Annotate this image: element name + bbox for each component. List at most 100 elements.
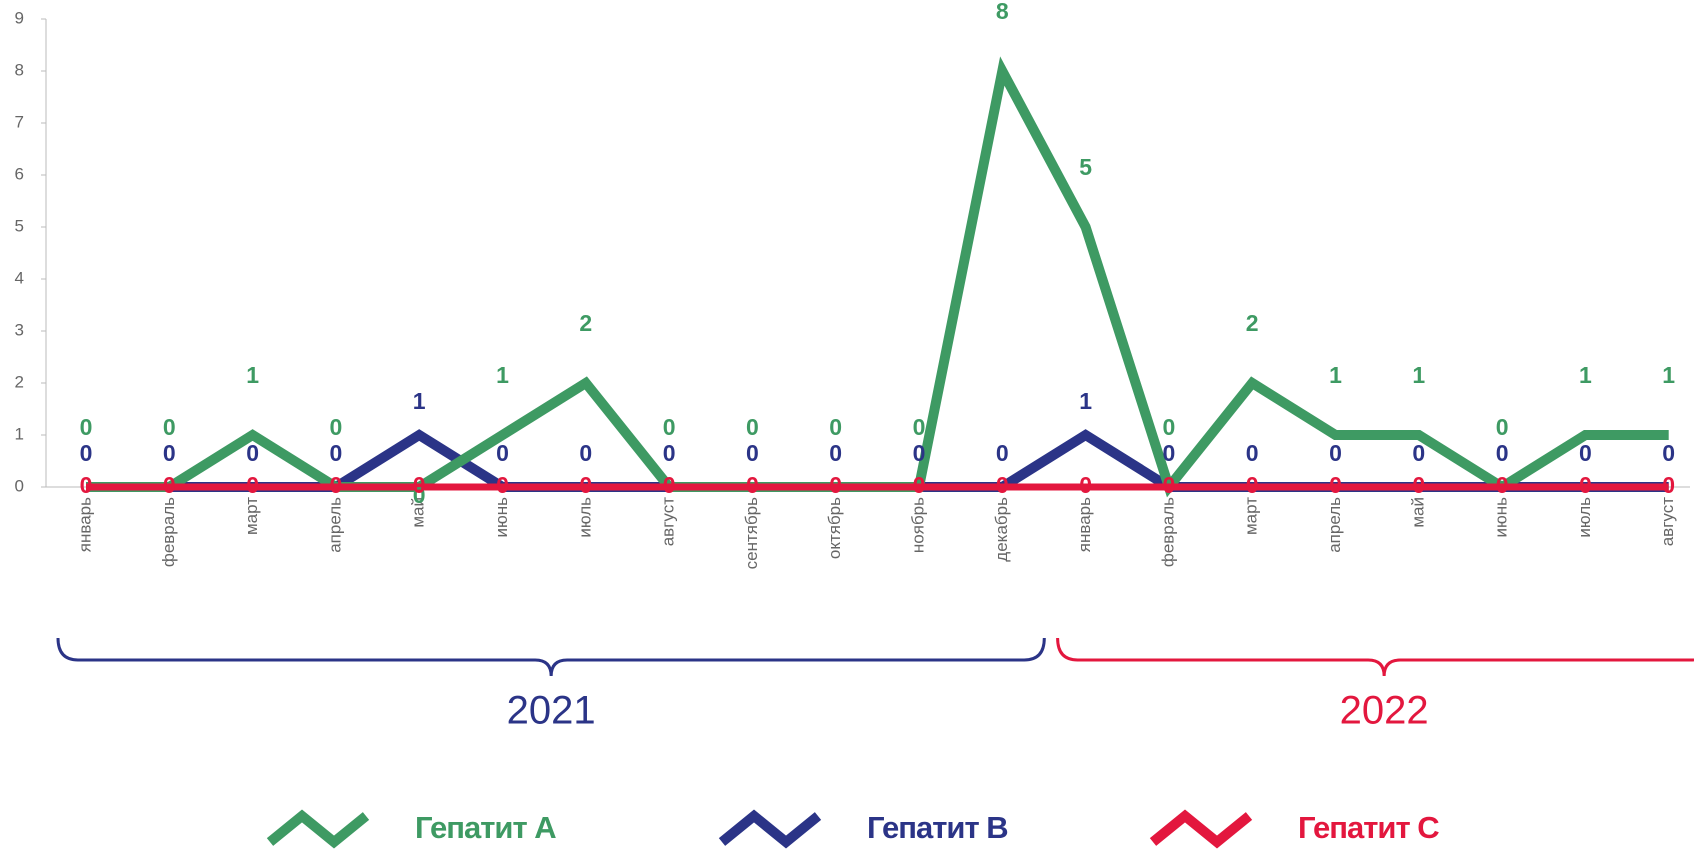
data-label: 0 [746,414,759,440]
data-label: 0 [1662,440,1675,466]
x-tick-label: июль [1575,497,1594,538]
y-tick-label: 8 [15,60,24,79]
data-label: 0 [413,482,426,508]
data-label: 1 [1662,362,1675,388]
x-tick-label: апрель [1325,497,1344,553]
data-label: 0 [913,440,926,466]
data-label: 0 [330,472,343,498]
x-tick-label: март [1242,497,1261,535]
x-tick-label: февраль [159,497,178,567]
data-label: 0 [829,414,842,440]
data-label: 0 [163,414,176,440]
data-label: 0 [163,472,176,498]
data-label: 0 [829,440,842,466]
data-label: 2 [1246,310,1259,336]
y-tick-label: 3 [15,320,24,339]
y-tick-label: 6 [15,164,24,183]
data-label: 0 [413,472,426,498]
y-tick-label: 0 [15,476,24,495]
x-tick-label: июнь [492,497,511,538]
legend-swatch [718,809,822,849]
data-label: 5 [1079,154,1092,180]
data-label: 0 [330,440,343,466]
x-tick-label: май [1408,497,1427,528]
legend-swatch [1149,809,1253,849]
data-label: 0 [1662,472,1675,498]
x-tick-label: октябрь [825,497,844,559]
data-label: 0 [579,472,592,498]
x-tick-label: август [659,497,678,546]
y-tick-label: 1 [15,424,24,443]
data-label: 0 [1079,472,1092,498]
year-label: 2021 [507,689,596,733]
data-label: 0 [1579,472,1592,498]
data-label: 0 [746,440,759,466]
legend-label: Гепатит В [867,810,1008,845]
data-label: 0 [579,440,592,466]
data-label: 0 [663,472,676,498]
data-label: 0 [663,414,676,440]
data-label: 0 [1412,472,1425,498]
series-line [86,56,1669,498]
data-label: 0 [1579,440,1592,466]
y-tick-label: 7 [15,112,24,131]
data-label: 0 [80,414,93,440]
x-tick-label: июль [575,497,594,538]
data-label: 1 [246,362,259,388]
y-tick-label: 5 [15,216,24,235]
data-label: 0 [1496,414,1509,440]
data-label: 0 [913,472,926,498]
data-label: 1 [1579,362,1592,388]
data-label: 0 [1163,414,1176,440]
data-label: 0 [1329,472,1342,498]
x-tick-label: июнь [1492,497,1511,538]
data-label: 0 [1246,440,1259,466]
data-label: 0 [330,414,343,440]
legend-label: Гепатит С [1298,810,1439,845]
data-label: 0 [1329,440,1342,466]
y-tick-label: 9 [15,8,24,27]
data-label: 1 [1079,388,1092,414]
x-tick-label: ноябрь [908,497,927,553]
data-label: 0 [246,472,259,498]
data-label: 0 [163,440,176,466]
data-label: 0 [663,440,676,466]
x-tick-label: февраль [1158,497,1177,567]
year-bracket [56,637,1046,677]
data-label: 1 [496,362,509,388]
data-label: 0 [1163,440,1176,466]
x-tick-label: май [409,497,428,528]
data-label: 0 [80,472,93,498]
x-tick-label: сентябрь [742,497,761,570]
x-tick-label: декабрь [992,497,1011,562]
x-tick-label: январь [75,497,94,552]
data-label: 8 [996,0,1009,24]
data-label: 0 [1496,440,1509,466]
data-label: 0 [1496,472,1509,498]
data-label: 0 [80,440,93,466]
data-label: 0 [996,472,1009,498]
year-label: 2022 [1340,689,1429,733]
year-bracket [1056,637,1694,677]
data-label: 0 [1163,472,1176,498]
x-tick-label: апрель [325,497,344,553]
data-label: 0 [1246,472,1259,498]
data-label: 0 [1412,440,1425,466]
y-tick-label: 4 [15,268,24,287]
x-tick-label: март [242,497,261,535]
x-tick-label: август [1658,497,1677,546]
data-label: 0 [496,440,509,466]
data-label: 1 [413,388,426,414]
data-label: 0 [246,440,259,466]
legend-swatch [266,809,370,849]
y-tick-label: 2 [15,372,24,391]
data-label: 1 [1412,362,1425,388]
data-label: 0 [913,414,926,440]
x-tick-label: январь [1075,497,1094,552]
data-label: 0 [829,472,842,498]
data-label: 0 [496,472,509,498]
data-label: 0 [746,472,759,498]
data-label: 1 [1329,362,1342,388]
legend-label: Гепатит А [415,810,556,845]
